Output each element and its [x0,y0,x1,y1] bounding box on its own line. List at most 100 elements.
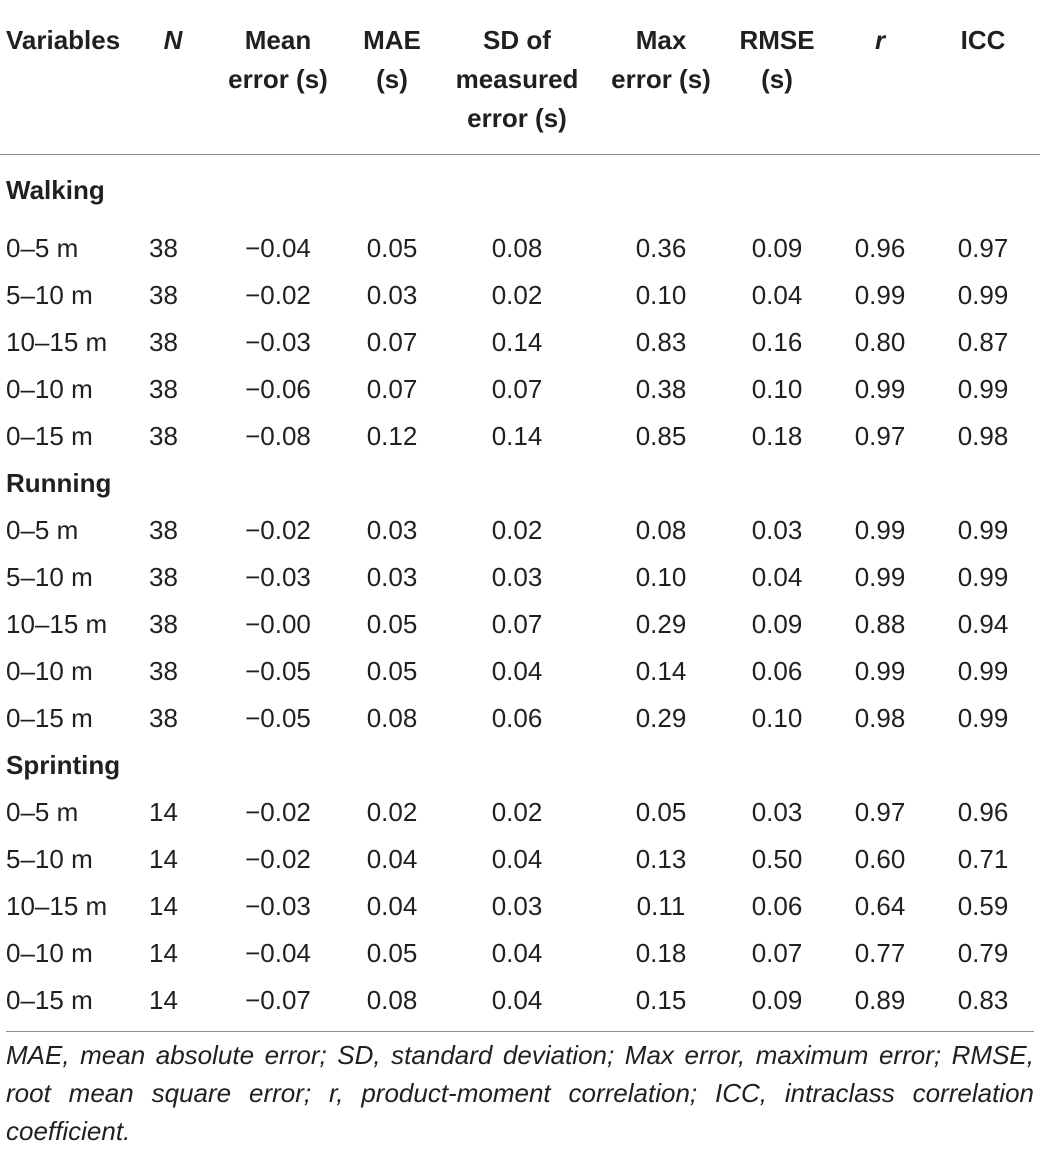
table-row: 0–5 m 38 −0.02 0.03 0.02 0.08 0.03 0.99 0.99 [0,507,1040,554]
cell-icc: 0.97 [957,233,1009,263]
cell-icc: 0.99 [957,515,1009,545]
section-row: Sprinting [0,742,1040,789]
cell-mean-error: −0.03 [245,891,311,921]
table-row: 5–10 m 38 −0.02 0.03 0.02 0.10 0.04 0.99 0.99 [0,272,1040,319]
cell-r: 0.97 [854,797,906,827]
cell-max-error: 0.38 [635,374,687,404]
cell-mae: 0.12 [366,421,418,451]
table-row: 5–10 m 38 −0.03 0.03 0.03 0.10 0.04 0.99 0.99 [0,554,1040,601]
cell-r: 0.96 [854,233,906,263]
cell-mae: 0.04 [366,891,418,921]
cell-sd-measured-error: 0.14 [491,421,543,451]
cell-icc: 0.96 [957,797,1009,827]
cell-max-error: 0.10 [635,562,687,592]
column-header-mean-error: Mean error (s) [204,0,352,155]
table-row: 0–5 m 14 −0.02 0.02 0.02 0.05 0.03 0.97 0.96 [0,789,1040,836]
cell-sd-measured-error: 0.07 [491,374,543,404]
cell-variable: 0–5 m [6,233,79,263]
column-header-line: (s) [761,64,793,94]
cell-sd-measured-error: 0.04 [491,985,543,1015]
column-header-max-error: Max error (s) [602,0,720,155]
cell-n: 38 [149,703,178,733]
cell-r: 0.98 [854,703,906,733]
cell-variable: 0–15 m [6,421,93,451]
cell-sd-measured-error: 0.04 [491,844,543,874]
cell-rmse: 0.04 [751,562,803,592]
column-header-icc: ICC [926,0,1040,155]
cell-mae: 0.08 [366,703,418,733]
cell-r: 0.64 [854,891,906,921]
cell-max-error: 0.83 [635,327,687,357]
cell-max-error: 0.29 [635,703,687,733]
cell-variable: 0–15 m [6,703,93,733]
cell-rmse: 0.09 [751,609,803,639]
cell-icc: 0.99 [957,562,1009,592]
cell-variable: 5–10 m [6,562,93,592]
cell-icc: 0.99 [957,703,1009,733]
column-header-mae: MAE (s) [352,0,432,155]
cell-n: 38 [149,656,178,686]
cell-r: 0.99 [854,374,906,404]
table-row: 0–15 m 38 −0.05 0.08 0.06 0.29 0.10 0.98 0.99 [0,695,1040,742]
cell-sd-measured-error: 0.02 [491,515,543,545]
section-row: Walking [0,155,1040,226]
cell-r: 0.89 [854,985,906,1015]
table-row: 10–15 m 14 −0.03 0.04 0.03 0.11 0.06 0.64 0.59 [0,883,1040,930]
column-header-line: error (s) [611,64,711,94]
cell-rmse: 0.03 [751,515,803,545]
cell-r: 0.99 [854,280,906,310]
cell-r: 0.99 [854,515,906,545]
cell-r: 0.97 [854,421,906,451]
cell-sd-measured-error: 0.03 [491,562,543,592]
cell-mae: 0.03 [366,280,418,310]
cell-r: 0.99 [854,656,906,686]
column-header-line: RMSE [739,25,815,55]
cell-max-error: 0.29 [635,609,687,639]
cell-mean-error: −0.05 [245,656,311,686]
cell-n: 38 [149,280,178,310]
cell-icc: 0.94 [957,609,1009,639]
cell-max-error: 0.36 [635,233,687,263]
cell-variable: 0–10 m [6,938,93,968]
column-header-line: (s) [376,64,408,94]
cell-mae: 0.03 [366,515,418,545]
cell-rmse: 0.06 [751,891,803,921]
cell-icc: 0.59 [957,891,1009,921]
cell-variable: 0–15 m [6,985,93,1015]
cell-mean-error: −0.03 [245,562,311,592]
cell-variable: 10–15 m [6,327,108,357]
table-row: 0–15 m 14 −0.07 0.08 0.04 0.15 0.09 0.89 0.83 [0,977,1040,1024]
cell-variable: 5–10 m [6,844,93,874]
cell-sd-measured-error: 0.06 [491,703,543,733]
cell-n: 38 [149,327,178,357]
cell-mae: 0.03 [366,562,418,592]
table-row: 0–15 m 38 −0.08 0.12 0.14 0.85 0.18 0.97 0.98 [0,413,1040,460]
cell-icc: 0.87 [957,327,1009,357]
cell-icc: 0.79 [957,938,1009,968]
table-row: 0–10 m 38 −0.05 0.05 0.04 0.14 0.06 0.99 0.99 [0,648,1040,695]
cell-n: 14 [149,797,178,827]
cell-variable: 10–15 m [6,891,108,921]
cell-variable: 0–5 m [6,797,79,827]
cell-rmse: 0.50 [751,844,803,874]
cell-sd-measured-error: 0.04 [491,938,543,968]
cell-mean-error: −0.02 [245,515,311,545]
cell-max-error: 0.11 [636,891,686,921]
header-row: Variables N Mean error (s) MAE (s) SD of measur… [0,0,1040,155]
cell-mean-error: −0.00 [245,609,311,639]
column-header-n: N [142,0,204,155]
section-title: Running [6,468,112,498]
cell-variable: 10–15 m [6,609,108,639]
cell-sd-measured-error: 0.08 [491,233,543,263]
cell-icc: 0.99 [957,280,1009,310]
cell-r: 0.60 [854,844,906,874]
cell-rmse: 0.09 [751,233,803,263]
table-row: 10–15 m 38 −0.00 0.05 0.07 0.29 0.09 0.88 0.94 [0,601,1040,648]
cell-icc: 0.99 [957,656,1009,686]
column-header-line: Mean [244,25,312,55]
table-row: 0–10 m 14 −0.04 0.05 0.04 0.18 0.07 0.77 0.79 [0,930,1040,977]
table-footnote: MAE, mean absolute error; SD, standard d… [6,1031,1034,1150]
cell-n: 14 [149,985,178,1015]
table-row: 10–15 m 38 −0.03 0.07 0.14 0.83 0.16 0.80 0.87 [0,319,1040,366]
cell-sd-measured-error: 0.14 [491,327,543,357]
